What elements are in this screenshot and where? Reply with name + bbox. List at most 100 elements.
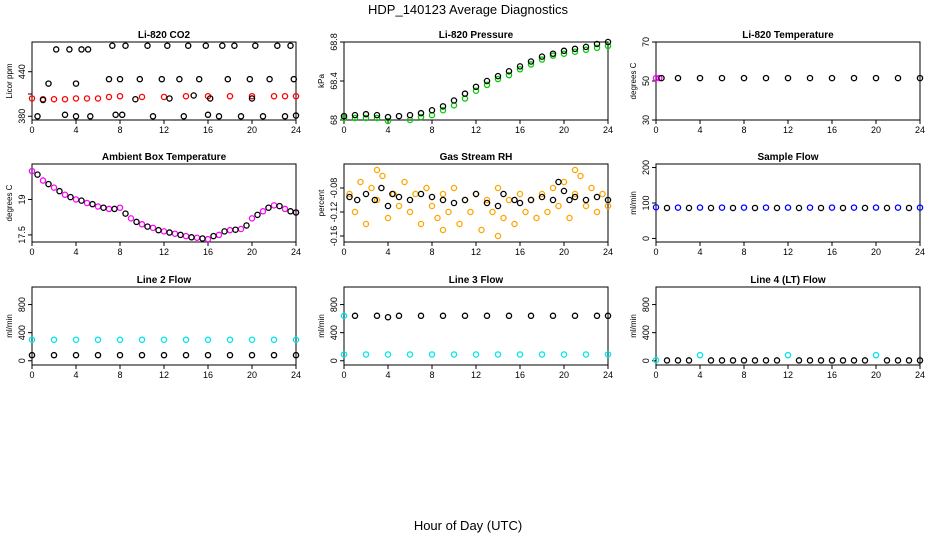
data-point [254, 211, 261, 219]
data-point [94, 351, 102, 359]
data-point [50, 95, 58, 103]
data-point [560, 178, 568, 186]
x-tick-label: 12 [783, 125, 793, 135]
data-point [182, 351, 190, 359]
data-point [582, 43, 590, 51]
data-point [817, 204, 825, 212]
data-point [428, 202, 436, 210]
data-point [84, 46, 92, 53]
data-point [729, 357, 737, 364]
data-point [428, 107, 436, 114]
data-point [828, 357, 836, 364]
data-point [696, 204, 704, 211]
data-point [784, 204, 792, 211]
data-point [483, 81, 491, 89]
chart-panel-1: Li-820 CO2 Licor ppm 0 4 8 12 16 20 24 380 440 [5, 30, 301, 135]
data-point [718, 74, 726, 82]
data-point [160, 351, 168, 359]
data-point [656, 74, 663, 82]
data-point [428, 193, 436, 201]
data-point [287, 42, 294, 49]
x-tick-label: 8 [117, 125, 122, 135]
data-point [226, 226, 234, 234]
y-tick-label: -0.12 [329, 202, 339, 223]
y-axis-label: ml/min [317, 314, 326, 338]
y-tick-label: 0 [329, 358, 339, 363]
data-point [795, 204, 803, 212]
data-point [467, 208, 474, 216]
y-tick-label: 30 [641, 115, 651, 125]
chart-panel-6: Sample Flow ml/min 0 4 8 12 16 20 24 0 100 200 [629, 152, 925, 257]
data-point [538, 53, 546, 60]
data-point [861, 204, 869, 212]
x-tick-label: 12 [471, 370, 481, 380]
x-tick-label: 4 [697, 125, 702, 135]
data-point [237, 225, 245, 233]
chart-panel-4: Ambient Box Temperature degrees C 0 4 8 12 16 2… [5, 152, 301, 257]
x-tick-label: 4 [73, 370, 78, 380]
data-point [652, 356, 660, 364]
x-tick-label: 0 [29, 247, 34, 257]
data-point [362, 110, 370, 118]
data-point [406, 208, 414, 216]
y-tick-label: 440 [17, 64, 27, 79]
data-point [270, 92, 278, 100]
data-point [434, 214, 441, 222]
x-tick-label: 8 [117, 370, 122, 380]
data-point [118, 111, 126, 119]
data-point [450, 351, 458, 358]
data-point [94, 336, 102, 343]
chart-title: Li-820 CO2 [138, 30, 191, 41]
x-tick-label: 0 [29, 125, 34, 135]
data-point [28, 95, 36, 102]
data-point [281, 205, 289, 213]
y-tick-label: -0.08 [329, 178, 339, 199]
data-point [160, 93, 168, 101]
data-point [132, 95, 139, 103]
x-tick-label: 16 [515, 370, 525, 380]
chart-title: Ambient Box Temperature [102, 152, 227, 163]
data-point [45, 180, 52, 188]
data-point [190, 92, 197, 99]
data-point [751, 357, 759, 364]
y-axis-label: degrees C [5, 184, 14, 221]
y-tick-label: 0 [17, 358, 27, 363]
data-point [663, 204, 671, 212]
x-tick-label: 12 [471, 125, 481, 135]
data-point [494, 351, 502, 358]
data-point [560, 47, 568, 55]
data-point [439, 196, 447, 204]
x-tick-label: 4 [73, 247, 78, 257]
data-point [905, 204, 913, 212]
data-point [439, 190, 447, 198]
x-tick-label: 20 [559, 370, 569, 380]
data-point [604, 38, 612, 46]
data-point [718, 357, 726, 364]
data-point [259, 113, 267, 120]
data-point [544, 208, 551, 216]
data-point [555, 178, 562, 186]
data-point [56, 187, 63, 195]
data-point [226, 351, 234, 359]
x-tick-label: 24 [291, 370, 301, 380]
data-point [406, 351, 414, 358]
x-tick-label: 0 [653, 370, 658, 380]
y-tick-label: 0 [641, 358, 651, 363]
data-point [674, 74, 682, 82]
data-point [204, 336, 212, 343]
x-tick-label: 24 [915, 125, 925, 135]
y-tick-label: 200 [641, 160, 651, 175]
y-tick-label: 100 [641, 195, 651, 210]
data-point [127, 215, 135, 222]
data-point [439, 226, 447, 234]
data-point [806, 74, 814, 82]
data-point [527, 58, 535, 65]
data-point [472, 190, 480, 198]
data-point [226, 336, 234, 343]
data-point [850, 204, 858, 211]
x-tick-label: 24 [603, 125, 613, 135]
y-axis-label: ml/min [629, 191, 638, 215]
data-point [439, 107, 447, 114]
data-point [164, 42, 171, 49]
